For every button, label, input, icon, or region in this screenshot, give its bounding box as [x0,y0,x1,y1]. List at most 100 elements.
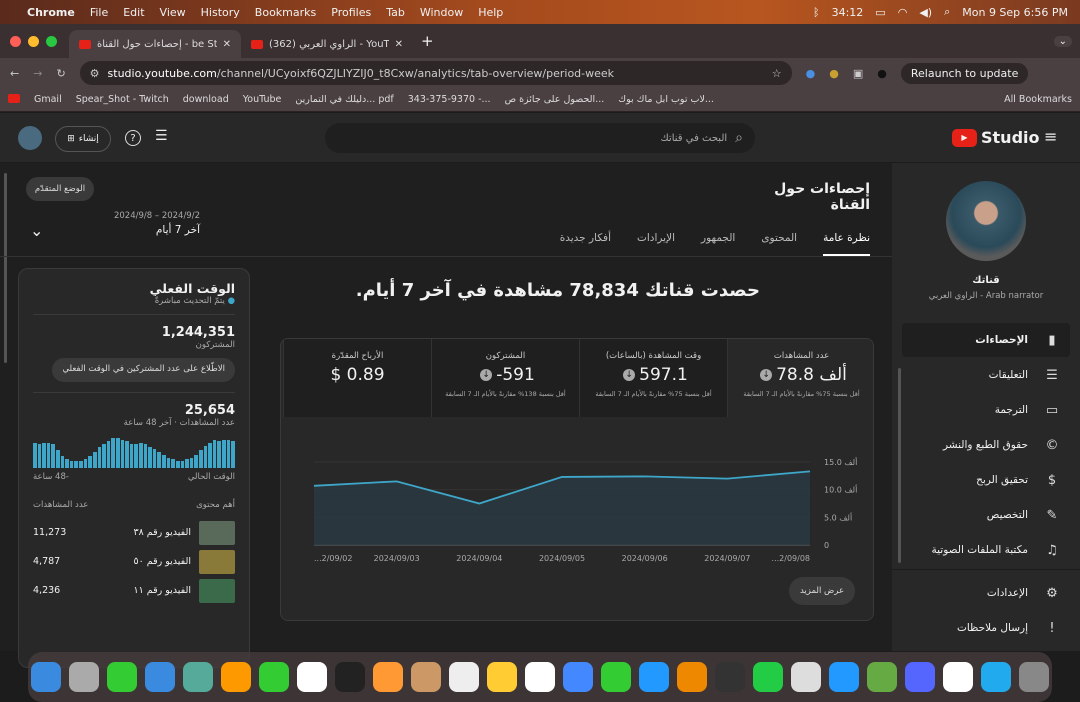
safari-icon[interactable] [829,662,859,692]
relaunch-button[interactable]: Relaunch to update [900,62,1029,84]
freeform-icon[interactable] [525,662,555,692]
menu-history[interactable]: History [200,5,240,19]
sidebar-item[interactable]: الترجمة ▭ [902,393,1070,427]
volume-icon[interactable]: ◀) [919,5,933,19]
terminal-icon[interactable] [335,662,365,692]
reload-button[interactable]: ↻ [56,66,66,80]
bookmark-pdf[interactable]: دليلك في التمارين... pdf [295,94,394,105]
blender-icon[interactable] [677,662,707,692]
davinci-icon[interactable] [715,662,745,692]
minecraft-icon[interactable] [867,662,897,692]
messages-icon[interactable] [107,662,137,692]
menu-tab[interactable]: Tab [386,5,405,19]
discord-icon[interactable] [905,662,935,692]
profile-avatar[interactable]: ● [877,66,887,80]
bookmark-download[interactable]: download [182,94,229,105]
realtime-subs-button[interactable]: الاطّلاع على عدد المشتركين في الوقت الفع… [52,358,235,382]
extension-icon[interactable]: ● [829,66,839,80]
contacts-icon[interactable] [411,662,441,692]
forward-button[interactable]: → [33,66,43,80]
tab-audience[interactable]: الجمهور [701,232,736,244]
menu-view[interactable]: View [159,5,186,19]
telegram-icon[interactable] [981,662,1011,692]
help-icon[interactable]: ? [125,130,141,146]
channel-avatar[interactable] [946,181,1026,261]
browser-tab-youtube[interactable]: (362) الراوي العربي - YouTube ✕ [241,30,413,58]
scrollbar[interactable] [4,173,7,363]
menu-file[interactable]: File [89,5,109,19]
browser-tab-studio[interactable]: إحصاءات حول القناة - be Studio ✕ [69,30,241,58]
trash-icon[interactable] [1019,662,1049,692]
create-button[interactable]: ⊞ إنشاء [55,126,111,152]
app-store-icon[interactable] [639,662,669,692]
new-tab-button[interactable]: + [421,32,434,50]
facetime-icon[interactable] [259,662,289,692]
see-more-button[interactable]: عرض المزيد [789,577,855,605]
sidebar-scrollbar[interactable] [898,368,901,563]
menu-profiles[interactable]: Profiles [331,5,372,19]
search-input[interactable]: البحث في قناتك ⌕ [325,123,755,153]
bookmark-youtube-icon[interactable] [8,93,20,106]
hamburger-menu-icon[interactable]: ≡ [1044,127,1058,146]
bluetooth-icon[interactable]: ᛒ [812,5,820,19]
menu-help[interactable]: Help [478,5,504,19]
account-avatar[interactable] [18,126,42,150]
bookmark-gmail[interactable]: Gmail [34,94,62,105]
pen-icon[interactable] [373,662,403,692]
battery-icon[interactable]: ▭ [875,5,886,19]
studio-logo[interactable]: ▶ Studio [952,128,1040,147]
menu-app[interactable]: Chrome [27,5,75,19]
close-tab-icon[interactable]: ✕ [394,38,403,50]
sidebar-item[interactable]: التخصيص ✎ [902,498,1070,532]
bookmark-phone[interactable]: 343-375-9370 -... [407,94,491,105]
extensions-puzzle-icon[interactable]: ▣ [852,66,864,80]
bookmark-youtube[interactable]: YouTube [242,94,282,105]
top-content-row[interactable]: الفيديو رقم ٣٨ 11,273 [33,518,235,547]
tab-revenue[interactable]: الإيرادات [636,232,676,244]
site-info-icon[interactable]: ⚙ [89,66,100,80]
tab-overview[interactable]: نظرة عامة [823,232,870,256]
date-range-picker[interactable]: 2024/9/2 – 2024/9/8 آخر 7 أيام ⌄ [30,211,200,240]
photos-icon[interactable] [221,662,251,692]
tab-content[interactable]: المحتوى [761,232,798,244]
extension-icon[interactable]: ● [805,66,816,80]
bookmark-star-icon[interactable]: ☆ [771,66,782,80]
feedback-icon[interactable]: ☰ [155,128,168,144]
maps-icon[interactable] [183,662,213,692]
url-input[interactable]: ⚙ studio.youtube.com/channel/UCyoixf6QZJL… [79,61,792,85]
advanced-mode-button[interactable]: الوضع المتقدّم [26,177,94,201]
sidebar-item[interactable]: الإعدادات ⚙ [902,576,1070,610]
sidebar-item[interactable]: مكتبة الملفات الصوتية ♫ [902,533,1070,567]
close-tab-icon[interactable]: ✕ [222,38,231,50]
menu-window[interactable]: Window [419,5,464,19]
finder-icon[interactable] [31,662,61,692]
top-content-row[interactable]: الفيديو رقم ٥٠ 4,787 [33,547,235,576]
whatsapp-icon[interactable] [753,662,783,692]
notes-icon[interactable] [487,662,517,692]
metric-card[interactable]: وقت المشاهدة (بالساعات) ↓ 597.1 أقل بنسبة… [579,339,727,417]
sidebar-item[interactable]: الإحصاءات ▮ [902,323,1070,357]
reminders-icon[interactable] [449,662,479,692]
menu-edit[interactable]: Edit [123,5,145,19]
metric-card[interactable]: المشتركون ↓ -591 أقل بنسبة 138% مقارنةً ب… [431,339,579,417]
calendar-icon[interactable] [297,662,327,692]
bookmark-twitch[interactable]: Spear_Shot - Twitch [75,94,169,105]
sidebar-item[interactable]: إرسال ملاحظات! [902,611,1070,645]
bookmark-prize[interactable]: الحصول على جائزة ص... [504,94,605,105]
wifi-icon[interactable]: ◠ [897,5,908,19]
metric-card[interactable]: عدد المشاهدات ↓ 78.8 ألف أقل بنسبة 75% مق… [727,339,873,417]
timer-display[interactable]: 34:12 [831,5,864,19]
search-icon[interactable]: ⌕ [944,5,951,18]
clock[interactable]: Mon 9 Sep 6:56 PM [962,5,1068,19]
clock-icon[interactable] [943,662,973,692]
maximize-window-button[interactable] [46,35,57,47]
top-content-row[interactable]: الفيديو رقم ١١ 4,236 [33,576,235,605]
back-button[interactable]: ← [10,66,20,80]
close-window-button[interactable] [10,35,21,47]
metric-card[interactable]: الأرباح المقدّرة $ 0.89 [283,339,431,417]
tab-search-button[interactable]: ⌄ [1053,35,1072,47]
bookmark-laptop[interactable]: لاب توب ابل ماك بوك... [618,94,714,105]
sidebar-item[interactable]: حقوق الطبع والنشر © [902,428,1070,462]
sidebar-item[interactable]: التعليقات ☰ [902,358,1070,392]
tab-inspiration[interactable]: أفكار جديدة [559,232,611,244]
